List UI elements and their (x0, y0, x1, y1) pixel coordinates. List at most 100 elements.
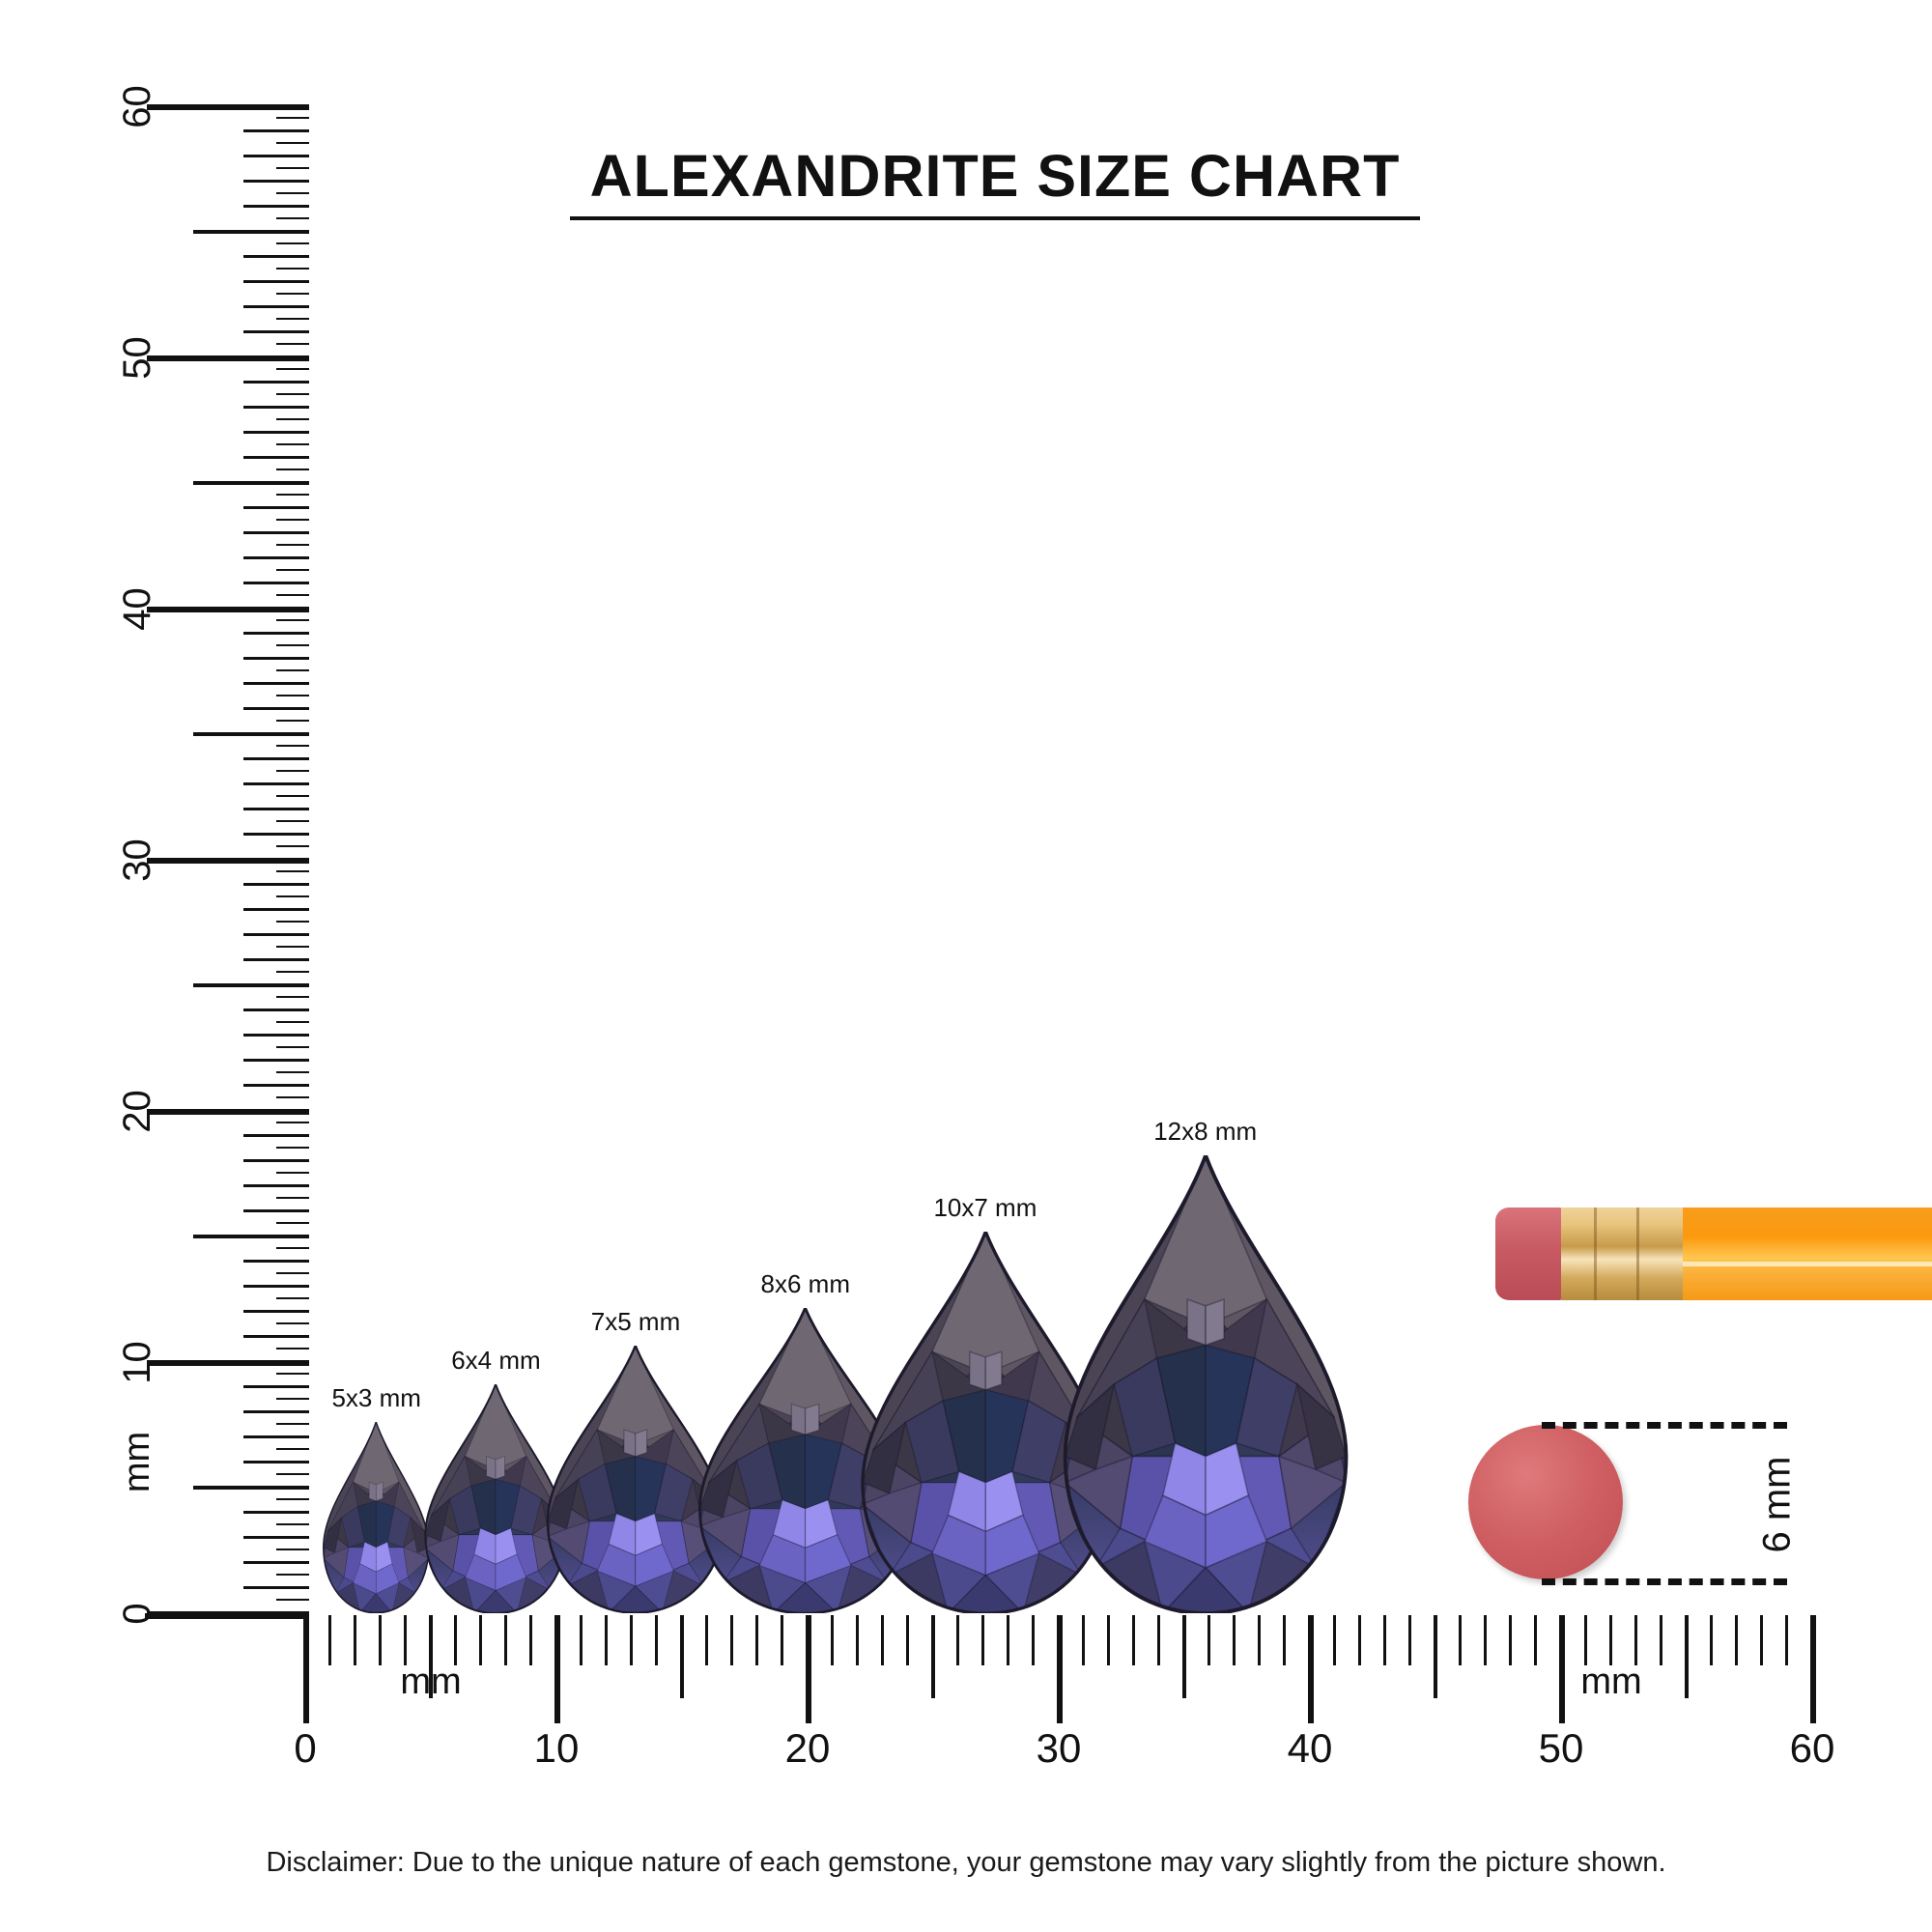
hruler-tick-minor (856, 1615, 859, 1665)
eraser-circle-reference (1468, 1425, 1623, 1579)
hruler-unit-label-left: mm (400, 1662, 462, 1702)
hruler-tick-minor (981, 1615, 984, 1665)
hruler-tick-minor (1107, 1615, 1110, 1665)
vruler-tick-tiny (276, 1574, 309, 1576)
vruler-tick-tiny (276, 870, 309, 872)
vruler-tick-tiny (276, 745, 309, 747)
vruler-tick-tiny (276, 1548, 309, 1550)
vruler-tick-minor (243, 1536, 309, 1539)
hruler-tick-minor (605, 1615, 608, 1665)
pencil-eraser-icon (1495, 1208, 1563, 1300)
vruler-tick-minor (243, 1159, 309, 1162)
vruler-tick-major (147, 607, 309, 612)
hruler-tick-minor (1333, 1615, 1336, 1665)
vruler-tick-minor (243, 1285, 309, 1288)
gemstone-12x8-mm[interactable] (1053, 1150, 1358, 1616)
gemstone-label-7x5-mm: 7x5 mm (590, 1307, 681, 1337)
vruler-tick-tiny (276, 293, 309, 295)
vruler-tick-minor (243, 556, 309, 559)
vruler-tick-tiny (276, 519, 309, 521)
vruler-tick-tiny (276, 217, 309, 219)
vruler-tick-tiny (276, 669, 309, 671)
hruler-tick-major (1057, 1615, 1063, 1723)
hruler-tick-minor (1157, 1615, 1160, 1665)
hruler-tick-minor (1233, 1615, 1236, 1665)
page-title-block: ALEXANDRITE SIZE CHART (560, 145, 1430, 221)
hruler-tick-half (1685, 1615, 1689, 1698)
vruler-tick-minor (243, 1385, 309, 1388)
gemstone-label-5x3-mm: 5x3 mm (331, 1383, 421, 1413)
vruler-tick-tiny (276, 268, 309, 270)
hruler-tick-minor (504, 1615, 507, 1665)
vruler-tick-minor (243, 707, 309, 710)
hruler-tick-minor (755, 1615, 758, 1665)
vruler-tick-minor (243, 1310, 309, 1313)
vruler-tick-minor (243, 1511, 309, 1514)
vruler-tick-tiny (276, 921, 309, 923)
hruler-tick-major (1308, 1615, 1314, 1723)
dimension-line-bottom (1542, 1578, 1787, 1585)
vruler-tick-minor (243, 1034, 309, 1037)
hruler-tick-minor (479, 1615, 482, 1665)
vruler-label-20: 20 (115, 1090, 158, 1133)
vruler-tick-minor (243, 1461, 309, 1463)
hruler-tick-minor (881, 1615, 884, 1665)
hruler-label-50: 50 (1538, 1725, 1584, 1771)
hruler-tick-minor (1007, 1615, 1009, 1665)
vruler-tick-minor (243, 958, 309, 961)
hruler-tick-half (1182, 1615, 1186, 1698)
hruler-tick-minor (906, 1615, 909, 1665)
hruler-tick-minor (1735, 1615, 1738, 1665)
axis-origin-bar (145, 1613, 309, 1619)
hruler-tick-half (931, 1615, 935, 1698)
vruler-tick-half (193, 1235, 309, 1238)
vruler-tick-minor (243, 129, 309, 132)
gemstone-label-12x8-mm: 12x8 mm (1153, 1116, 1258, 1146)
vruler-tick-minor (243, 757, 309, 760)
hruler-tick-major (554, 1615, 560, 1723)
vruler-tick-minor (243, 305, 309, 308)
hruler-tick-minor (1509, 1615, 1512, 1665)
vruler-tick-tiny (276, 1448, 309, 1450)
vruler-tick-tiny (276, 1322, 309, 1324)
hruler-tick-minor (1634, 1615, 1637, 1665)
vruler-tick-minor (243, 1084, 309, 1087)
vruler-tick-minor (243, 406, 309, 409)
vruler-tick-tiny (276, 695, 309, 696)
vruler-tick-minor (243, 808, 309, 810)
gemstone-5x3-mm[interactable] (319, 1420, 434, 1614)
vruler-tick-half (193, 1486, 309, 1490)
hruler-tick-minor (529, 1615, 532, 1665)
gemstone-label-6x4-mm: 6x4 mm (451, 1345, 541, 1375)
vruler-tick-minor (243, 1134, 309, 1137)
vruler-tick-tiny (276, 845, 309, 847)
vruler-tick-tiny (276, 1197, 309, 1199)
hruler-tick-minor (1584, 1615, 1587, 1665)
vruler-tick-minor (243, 908, 309, 911)
vruler-tick-tiny (276, 1071, 309, 1073)
vruler-tick-minor (243, 280, 309, 283)
vruler-tick-tiny (276, 1348, 309, 1350)
hruler-tick-minor (781, 1615, 783, 1665)
vruler-tick-minor (243, 1435, 309, 1438)
gemstone-label-8x6-mm: 8x6 mm (760, 1268, 850, 1298)
vruler-tick-minor (243, 456, 309, 459)
vruler-tick-half (193, 983, 309, 987)
hruler-tick-half (429, 1615, 433, 1698)
vruler-tick-minor (243, 657, 309, 660)
vruler-tick-minor (243, 180, 309, 183)
hruler-tick-minor (1283, 1615, 1286, 1665)
vruler-tick-major (147, 355, 309, 361)
vruler-tick-minor (243, 531, 309, 534)
vruler-tick-tiny (276, 1473, 309, 1475)
hruler-tick-minor (404, 1615, 407, 1665)
vruler-tick-tiny (276, 971, 309, 973)
hruler-tick-minor (1785, 1615, 1788, 1665)
gemstone-7x5-mm[interactable] (540, 1343, 731, 1615)
vertical-ruler: 0 10 20 30 40 50 60 mm (116, 85, 309, 1625)
hruler-tick-minor (1082, 1615, 1085, 1665)
hruler-tick-minor (580, 1615, 582, 1665)
vruler-tick-tiny (276, 770, 309, 772)
gemstone-label-10x7-mm: 10x7 mm (933, 1192, 1037, 1222)
vruler-tick-tiny (276, 469, 309, 470)
